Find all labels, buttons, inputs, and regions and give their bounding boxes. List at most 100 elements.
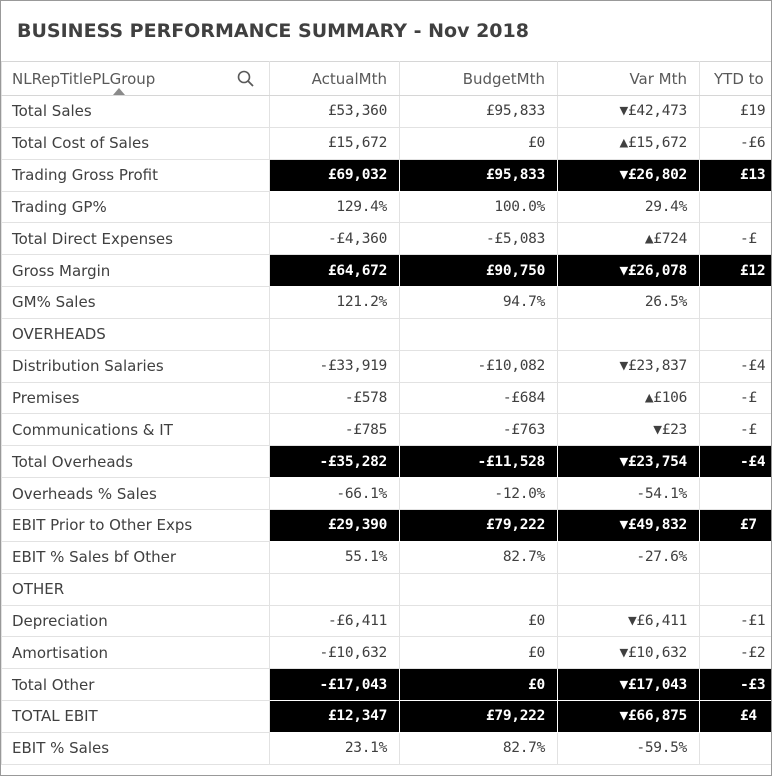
row-label: Trading GP% bbox=[1, 190, 270, 224]
column-header[interactable]: YTD to bbox=[699, 61, 771, 96]
row-label: Total Overheads bbox=[1, 445, 270, 479]
table-row: GM% Sales 121.2% 94.7% 26.5% bbox=[1, 286, 771, 319]
table-cell: -12.0% bbox=[399, 477, 558, 510]
table-cell bbox=[399, 572, 558, 606]
table-cell: -£578 bbox=[269, 381, 400, 415]
row-label: Total Other bbox=[1, 668, 270, 702]
table-cell: ▲£724 bbox=[557, 222, 700, 256]
table-cell: £64,672 bbox=[269, 254, 400, 288]
table-cell: £15,672 bbox=[269, 126, 400, 160]
table-cell: £79,222 bbox=[399, 700, 558, 733]
table-cell: -£10,082 bbox=[399, 349, 558, 383]
table-cell: -£35,282 bbox=[269, 445, 400, 479]
table-cell: £13 bbox=[699, 158, 771, 192]
header-row: NLRepTitlePLGroup ActualMth BudgetMth Var M… bbox=[1, 61, 771, 96]
table-cell: £95,833 bbox=[399, 158, 558, 192]
table-row: Overheads % Sales -66.1% -12.0% -54.1% bbox=[1, 477, 771, 510]
table-cell: 23.1% bbox=[269, 731, 400, 765]
row-label: Overheads % Sales bbox=[1, 477, 270, 510]
table-cell: £4 bbox=[699, 700, 771, 733]
table-row: OTHER bbox=[1, 572, 771, 606]
table-cell: £7 bbox=[699, 508, 771, 542]
table-cell: £0 bbox=[399, 668, 558, 702]
column-header[interactable]: Var Mth bbox=[557, 61, 700, 96]
row-label: OTHER bbox=[1, 572, 270, 606]
row-label: Communications & IT bbox=[1, 413, 270, 447]
table-cell: ▼£23 bbox=[557, 413, 700, 447]
table-cell: -£763 bbox=[399, 413, 558, 447]
row-label: GM% Sales bbox=[1, 286, 270, 319]
table-cell bbox=[269, 317, 400, 351]
data-table: NLRepTitlePLGroup ActualMth BudgetMth Var M… bbox=[1, 61, 771, 765]
table-row: Communications & IT -£785 -£763 ▼£23 -£ bbox=[1, 413, 771, 447]
table-row: EBIT % Sales 23.1% 82.7% -59.5% bbox=[1, 731, 771, 765]
table-row: Depreciation -£6,411 £0 ▼£6,411 -£1 bbox=[1, 604, 771, 638]
table-cell: -£785 bbox=[269, 413, 400, 447]
row-label: Amortisation bbox=[1, 636, 270, 670]
row-label: Gross Margin bbox=[1, 254, 270, 288]
table-cell: -59.5% bbox=[557, 731, 700, 765]
table-cell: ▼£6,411 bbox=[557, 604, 700, 638]
row-label: TOTAL EBIT bbox=[1, 700, 270, 733]
table-cell: ▼£26,802 bbox=[557, 158, 700, 192]
table-cell: ▼£66,875 bbox=[557, 700, 700, 733]
column-header[interactable]: ActualMth bbox=[269, 61, 400, 96]
table-cell bbox=[699, 540, 771, 574]
table-cell: £53,360 bbox=[269, 95, 400, 128]
table-cell: -54.1% bbox=[557, 477, 700, 510]
row-label: OVERHEADS bbox=[1, 317, 270, 351]
table-row: Total Overheads -£35,282 -£11,528 ▼£23,754-… bbox=[1, 445, 771, 479]
table-cell: £29,390 bbox=[269, 508, 400, 542]
table-cell: £0 bbox=[399, 636, 558, 670]
table-cell bbox=[269, 572, 400, 606]
table-cell: -£ bbox=[699, 381, 771, 415]
row-label: EBIT % Sales bbox=[1, 731, 270, 765]
table-cell: ▼£26,078 bbox=[557, 254, 700, 288]
column-header-label: YTD to bbox=[714, 69, 764, 88]
table-cell: £79,222 bbox=[399, 508, 558, 542]
table-row: Gross Margin £64,672 £90,750 ▼£26,078 £12 bbox=[1, 254, 771, 288]
row-label: Trading Gross Profit bbox=[1, 158, 270, 192]
column-header-label: BudgetMth bbox=[462, 69, 545, 88]
table-cell: 82.7% bbox=[399, 731, 558, 765]
table-cell bbox=[557, 572, 700, 606]
table-cell: ▼£42,473 bbox=[557, 95, 700, 128]
table-cell: ▼£49,832 bbox=[557, 508, 700, 542]
table-cell: -27.6% bbox=[557, 540, 700, 574]
table-cell: £19 bbox=[699, 95, 771, 128]
table-cell: -£ bbox=[699, 413, 771, 447]
table-cell: 129.4% bbox=[269, 190, 400, 224]
table-row: EBIT % Sales bf Other 55.1% 82.7% -27.6% bbox=[1, 540, 771, 574]
row-label: Total Direct Expenses bbox=[1, 222, 270, 256]
table-cell: ▼£23,837 bbox=[557, 349, 700, 383]
row-label: Distribution Salaries bbox=[1, 349, 270, 383]
column-header-label: NLRepTitlePLGroup bbox=[12, 69, 156, 88]
column-header[interactable]: BudgetMth bbox=[399, 61, 558, 96]
table-cell bbox=[699, 190, 771, 224]
table-cell: -£1 bbox=[699, 604, 771, 638]
table-cell: -£5,083 bbox=[399, 222, 558, 256]
table-cell: 26.5% bbox=[557, 286, 700, 319]
search-icon[interactable] bbox=[237, 70, 255, 88]
table-row: Distribution Salaries -£33,919 -£10,082 ▼£2… bbox=[1, 349, 771, 383]
table-cell: -£10,632 bbox=[269, 636, 400, 670]
column-header[interactable]: NLRepTitlePLGroup bbox=[1, 61, 270, 96]
table-cell: -£6 bbox=[699, 126, 771, 160]
row-label: Premises bbox=[1, 381, 270, 415]
table-row: TOTAL EBIT £12,347 £79,222 ▼£66,875 £4 bbox=[1, 700, 771, 733]
table-row: Total Sales £53,360 £95,833 ▼£42,473 £19 bbox=[1, 95, 771, 128]
table-cell bbox=[699, 731, 771, 765]
table-cell: -£33,919 bbox=[269, 349, 400, 383]
table-cell: 55.1% bbox=[269, 540, 400, 574]
column-header-label: Var Mth bbox=[629, 69, 687, 88]
table-cell: 94.7% bbox=[399, 286, 558, 319]
table-cell: £69,032 bbox=[269, 158, 400, 192]
table-cell: -£2 bbox=[699, 636, 771, 670]
table-body: Total Sales £53,360 £95,833 ▼£42,473 £19 Tota… bbox=[1, 95, 771, 765]
table-cell bbox=[699, 572, 771, 606]
table-cell: ▲£106 bbox=[557, 381, 700, 415]
table-cell: -£6,411 bbox=[269, 604, 400, 638]
table-row: Total Other -£17,043 £0 ▼£17,043 -£3 bbox=[1, 668, 771, 702]
row-label: Total Cost of Sales bbox=[1, 126, 270, 160]
